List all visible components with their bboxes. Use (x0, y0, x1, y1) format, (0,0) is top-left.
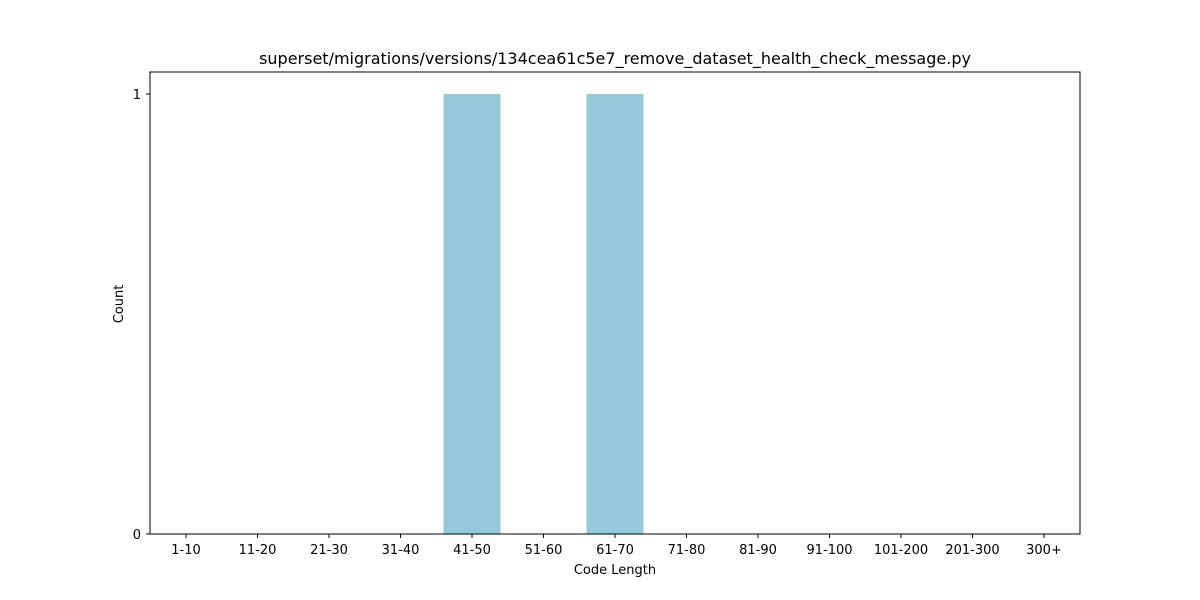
x-tick-label: 71-80 (668, 543, 706, 558)
bars-group (443, 94, 644, 534)
x-tick-label: 11-20 (239, 543, 277, 558)
x-tick-label: 41-50 (453, 543, 491, 558)
x-axis-label: Code Length (574, 563, 656, 578)
bar-61-70 (586, 94, 644, 534)
x-tick-label: 201-300 (945, 543, 999, 558)
y-axis-label: Count (112, 285, 127, 324)
y-tick-label: 1 (133, 88, 141, 103)
x-tick-label: 21-30 (310, 543, 348, 558)
x-tick-label: 31-40 (382, 543, 420, 558)
x-tick-label: 300+ (1026, 543, 1062, 558)
y-axis-ticks: 01 (133, 88, 150, 543)
bar-41-50 (443, 94, 501, 534)
x-tick-label: 91-100 (806, 543, 852, 558)
x-axis-ticks: 1-10 11-20 21-30 31-40 41-50 51-60 61-70 71-80 8… (171, 534, 1062, 558)
x-tick-label: 101-200 (874, 543, 928, 558)
chart-title: superset/migrations/versions/134cea61c5e… (259, 49, 971, 69)
x-tick-label: 81-90 (739, 543, 777, 558)
y-tick-label: 0 (133, 528, 141, 543)
x-tick-label: 1-10 (171, 543, 201, 558)
x-tick-label: 51-60 (525, 543, 563, 558)
x-tick-label: 61-70 (596, 543, 634, 558)
